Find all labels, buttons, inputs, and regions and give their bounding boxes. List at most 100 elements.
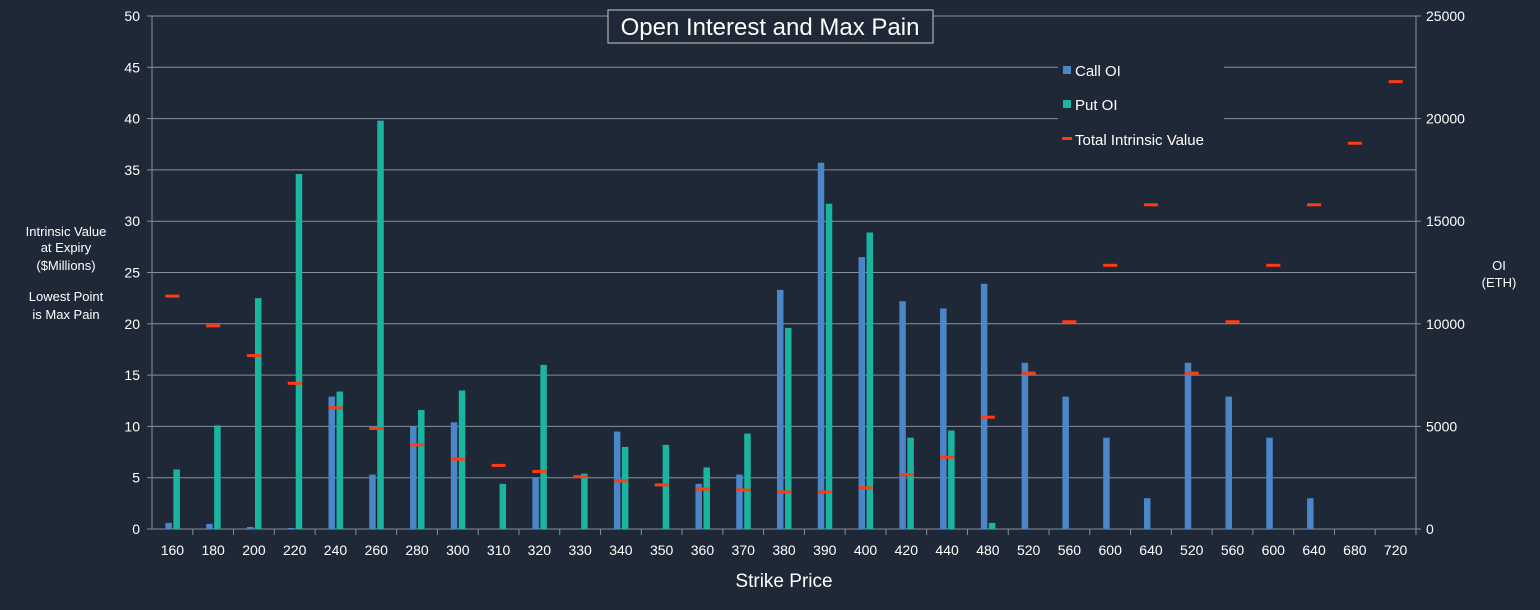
intrinsic-value-marker [1225, 320, 1240, 324]
call-oi-bar [1021, 362, 1029, 529]
call-oi-bar [980, 283, 988, 529]
left-axis-title-line-1: Intrinsic Value [26, 224, 107, 239]
call-oi-bar [1225, 396, 1233, 529]
left-tick-label: 30 [124, 213, 140, 229]
put-oi-bar [173, 469, 180, 529]
intrinsic-value-marker [899, 473, 914, 477]
right-axis-title-line-2: (ETH) [1482, 275, 1517, 290]
intrinsic-value-marker [1143, 203, 1158, 207]
call-oi-bar [369, 474, 376, 529]
x-tick-label: 350 [650, 542, 674, 558]
left-tick-label: 0 [132, 521, 140, 537]
x-tick-label: 330 [568, 542, 592, 558]
intrinsic-value-marker [573, 475, 588, 479]
x-tick-label: 390 [813, 542, 837, 558]
right-tick-label: 25000 [1426, 8, 1465, 24]
put-oi-bar [336, 391, 343, 529]
put-oi-bar [948, 430, 955, 529]
x-tick-label: 640 [1302, 542, 1326, 558]
x-axis-tick-labels: 160 180 200 220 240 260 280 300 310 320 330 340 350 3… [161, 529, 1417, 558]
call-oi-bar [817, 162, 825, 529]
intrinsic-value-marker [287, 381, 302, 385]
x-tick-label: 310 [487, 542, 511, 558]
right-tick-label: 5000 [1426, 418, 1457, 434]
left-tick-label: 35 [124, 162, 140, 178]
intrinsic-value-marker [491, 463, 506, 467]
x-tick-label: 600 [1099, 542, 1123, 558]
x-tick-label: 680 [1343, 542, 1367, 558]
put-oi-bar [703, 467, 710, 529]
put-oi-bar [214, 425, 221, 529]
put-oi-bar [785, 327, 792, 529]
intrinsic-value-marker [1062, 320, 1077, 324]
x-tick-label: 440 [935, 542, 959, 558]
x-tick-label: 560 [1058, 542, 1082, 558]
left-axis-title-line-3: ($Millions) [36, 258, 95, 273]
intrinsic-value-marker [1103, 263, 1118, 267]
x-tick-label: 340 [609, 542, 633, 558]
bar-series [165, 120, 1314, 529]
put-oi-bar [540, 364, 547, 529]
intrinsic-value-marker [695, 487, 710, 491]
call-oi-bar [165, 522, 172, 529]
intrinsic-value-marker [1388, 80, 1403, 84]
intrinsic-value-marker [410, 443, 425, 447]
x-tick-label: 180 [201, 542, 225, 558]
x-tick-label: 220 [283, 542, 307, 558]
legend-label-call-oi: Call OI [1075, 63, 1121, 80]
intrinsic-value-marker [817, 490, 832, 494]
x-tick-label: 560 [1221, 542, 1245, 558]
intrinsic-value-marker [369, 426, 384, 430]
intrinsic-value-marker [532, 470, 547, 474]
call-oi-bar [287, 527, 295, 529]
call-oi-bar [206, 523, 213, 529]
put-oi-bar [866, 232, 874, 529]
put-oi-bar [662, 444, 670, 529]
call-oi-bar [1307, 498, 1314, 529]
x-tick-label: 370 [732, 542, 756, 558]
legend-box [1058, 54, 1224, 164]
x-tick-label: 200 [242, 542, 266, 558]
call-oi-bar [1266, 437, 1273, 529]
call-oi-bar [1143, 498, 1151, 529]
call-oi-bar [777, 289, 784, 529]
call-oi-bar [695, 483, 702, 529]
intrinsic-value-marker [246, 354, 261, 358]
put-oi-bar [988, 522, 996, 529]
gridlines [152, 66, 1416, 479]
intrinsic-value-markers [165, 80, 1403, 494]
put-oi-bar [621, 446, 629, 529]
left-tick-label: 25 [124, 265, 140, 281]
legend-swatch-call-oi [1063, 66, 1071, 74]
x-tick-label: 380 [772, 542, 796, 558]
call-oi-bar [328, 396, 335, 529]
left-tick-label: 20 [124, 316, 140, 332]
legend-swatch-put-oi [1063, 100, 1071, 108]
intrinsic-value-marker [654, 483, 669, 487]
x-tick-label: 600 [1262, 542, 1286, 558]
call-oi-bar [899, 301, 906, 529]
legend-label-put-oi: Put OI [1075, 97, 1118, 114]
intrinsic-value-marker [858, 486, 873, 490]
left-tick-label: 50 [124, 8, 140, 24]
intrinsic-value-marker [1266, 263, 1281, 267]
put-oi-bar [499, 483, 507, 529]
x-tick-label: 240 [324, 542, 348, 558]
x-tick-label: 160 [161, 542, 185, 558]
right-axis-title-line-1: OI [1492, 258, 1506, 273]
right-tick-label: 15000 [1426, 213, 1465, 229]
call-oi-bar [940, 308, 947, 529]
chart-title-box [607, 9, 934, 44]
left-axis-note-line-2: is Max Pain [32, 307, 99, 322]
left-axis-title-line-2: at Expiry [41, 240, 92, 255]
left-axis-note-line-1: Lowest Point [29, 289, 104, 304]
intrinsic-value-marker [165, 294, 180, 298]
put-oi-bar [295, 174, 303, 529]
put-oi-bar [254, 298, 262, 529]
x-tick-label: 720 [1384, 542, 1408, 558]
put-oi-bar [418, 409, 425, 529]
intrinsic-value-marker [450, 457, 465, 461]
intrinsic-value-marker [613, 479, 628, 483]
put-oi-bar [744, 433, 751, 529]
